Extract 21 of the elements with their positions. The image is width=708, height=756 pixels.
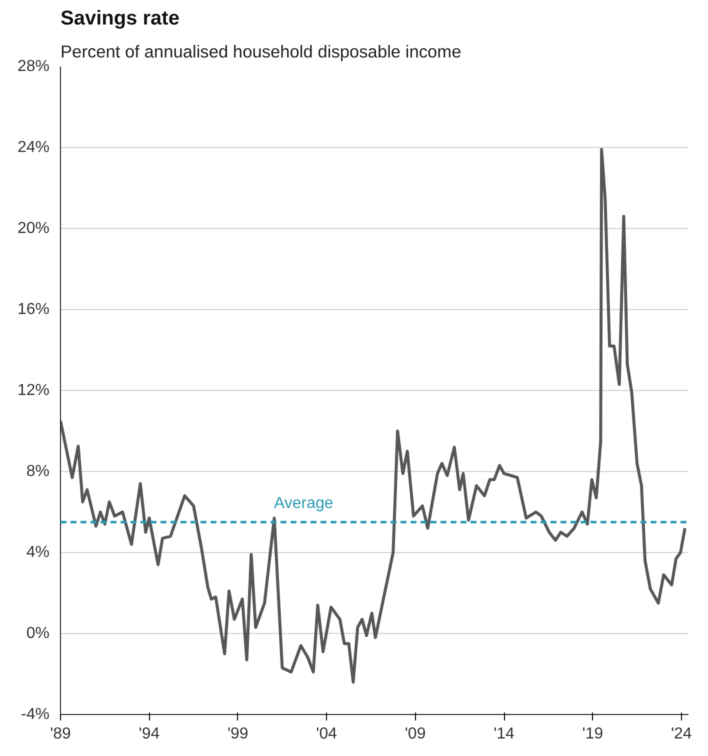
y-tick-label: -4% <box>21 706 50 723</box>
x-tick-label: '94 <box>138 726 160 742</box>
chart-title: Savings rate <box>60 8 180 30</box>
chart-subtitle: Percent of annualised household disposable income <box>60 42 462 62</box>
x-tick-label: '14 <box>494 726 515 742</box>
line-series <box>60 148 686 684</box>
y-tick-label: 8% <box>26 463 50 480</box>
y-tick-label: 24% <box>17 139 50 156</box>
ref-line-label: Average <box>274 495 334 512</box>
x-tick-label: '24 <box>670 726 692 742</box>
y-tick-label: 4% <box>26 544 50 561</box>
y-tick-label: 12% <box>17 382 50 399</box>
x-tick-label: '89 <box>50 726 72 742</box>
x-tick-label: '09 <box>404 726 426 742</box>
x-tick-label: '99 <box>227 726 248 742</box>
y-tick-label: 28% <box>17 58 50 75</box>
y-tick-label: 16% <box>17 301 50 318</box>
x-tick-label: '19 <box>582 726 604 742</box>
x-tick-label: '04 <box>316 726 338 742</box>
y-tick-label: 20% <box>17 220 50 237</box>
y-tick-label: 0% <box>26 625 50 642</box>
